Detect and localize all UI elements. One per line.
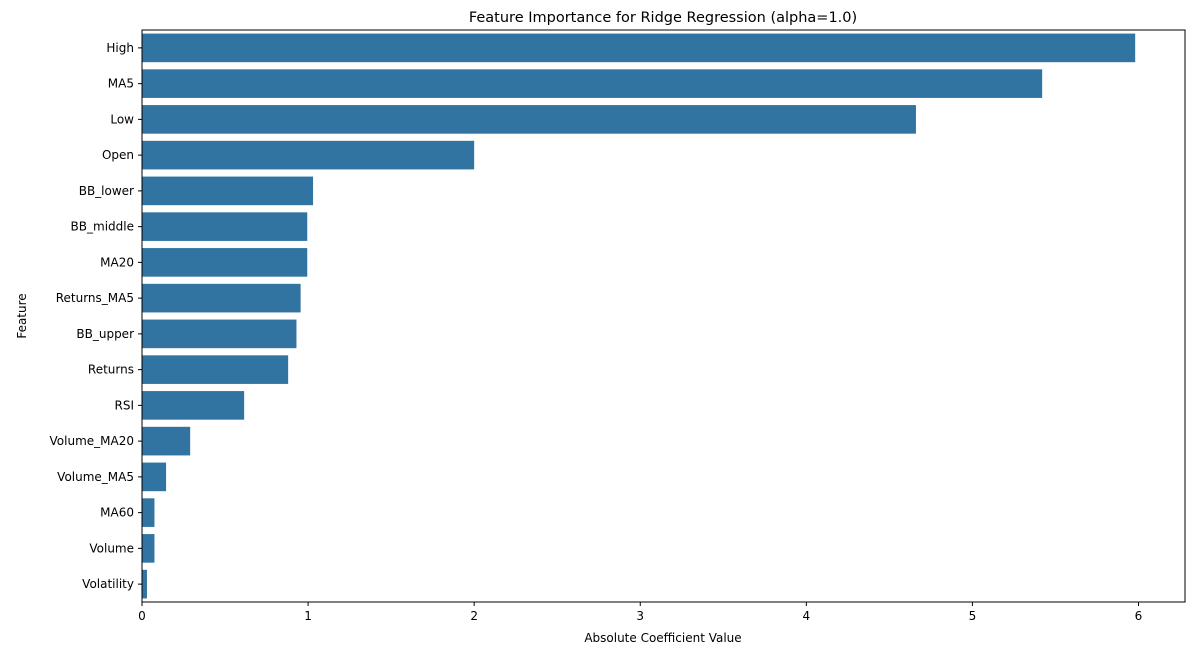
y-tick-label: BB_upper: [76, 327, 134, 341]
bar-ma20: [142, 248, 308, 277]
y-tick-label: RSI: [115, 398, 135, 412]
y-tick-label: High: [106, 41, 134, 55]
y-tick-label: Returns_MA5: [56, 291, 134, 305]
y-tick-label: BB_lower: [79, 184, 134, 198]
y-axis-label: Feature: [15, 293, 29, 338]
plot-frame: [141, 29, 1186, 603]
bar-returns-ma5: [142, 283, 301, 313]
y-tick-label: MA20: [100, 255, 134, 269]
y-tick-label: Returns: [88, 363, 134, 377]
chart-title: Feature Importance for Ridge Regression …: [469, 10, 857, 26]
bar-low: [142, 105, 916, 134]
bar-ma60: [142, 498, 155, 527]
x-tick-label: 6: [1135, 609, 1143, 623]
y-tick-label: Volume: [89, 541, 134, 555]
x-tick-label: 3: [636, 609, 644, 623]
y-tick-label: MA60: [100, 506, 134, 520]
y-tick-label: BB_middle: [71, 220, 134, 234]
x-tick-label: 1: [304, 609, 312, 623]
bar-bb-lower: [142, 176, 314, 206]
y-tick-label: Open: [102, 148, 134, 162]
y-tick-label: Low: [110, 112, 134, 126]
bar-high: [142, 33, 1136, 63]
bar-volume-ma5: [142, 462, 167, 492]
x-tick-label: 2: [470, 609, 478, 623]
bar-bb-upper: [142, 319, 297, 349]
x-tick-label: 0: [138, 609, 146, 623]
bar-volume-ma20: [142, 426, 191, 456]
bar-bb-middle: [142, 212, 308, 241]
bars-group: [142, 33, 1136, 599]
y-tick-label: Volatility: [82, 577, 134, 591]
bar-ma5: [142, 69, 1043, 98]
y-tick-label: Volume_MA20: [50, 434, 134, 448]
y-tick-label: MA5: [108, 77, 134, 91]
bar-rsi: [142, 391, 245, 420]
x-tick-label: 5: [969, 609, 977, 623]
x-axis-label: Absolute Coefficient Value: [584, 631, 741, 645]
y-tick-group: High MA5 Low Open BB_lower BB_middle MA20 Retur…: [50, 41, 142, 591]
bar-volatility: [142, 569, 147, 599]
bar-returns: [142, 355, 289, 384]
bar-volume: [142, 534, 155, 563]
y-tick-label: Volume_MA5: [57, 470, 134, 484]
x-tick-group: 0 1 2 3 4 5 6: [138, 602, 1142, 623]
x-tick-label: 4: [803, 609, 811, 623]
bar-open: [142, 140, 475, 170]
